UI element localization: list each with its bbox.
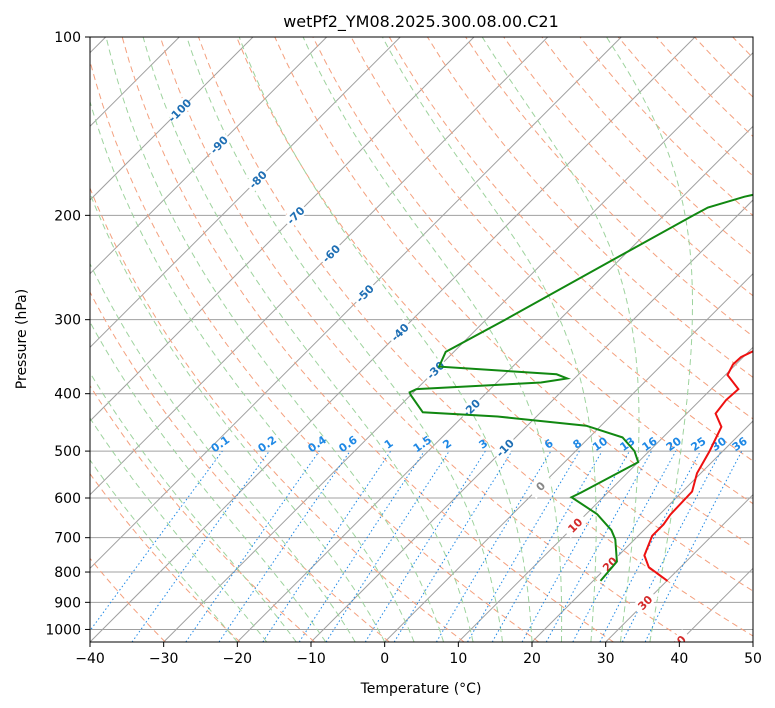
- moist-adiabat-line: [238, 37, 533, 642]
- x-tick-label: 40: [670, 651, 688, 667]
- moist-adiabat-line: [186, 37, 503, 642]
- mixing-ratio-line: [545, 450, 653, 642]
- mixing-ratio-line: [644, 450, 743, 642]
- mixing-ratio-line: [325, 450, 450, 642]
- y-tick-label: 1000: [45, 622, 81, 638]
- isotherm-label-background: [561, 511, 588, 538]
- y-tick-label: 800: [54, 565, 81, 581]
- mixing-ratio-line: [218, 450, 351, 642]
- x-tick-label: −10: [296, 651, 326, 667]
- x-tick-label: 30: [597, 651, 615, 667]
- y-tick-label: 700: [54, 531, 81, 547]
- moist-adiabat-line: [90, 321, 327, 642]
- isotherm-line: [90, 37, 549, 496]
- x-tick-label: 0: [380, 651, 389, 667]
- y-tick-label: 100: [54, 30, 81, 46]
- x-tick-label: −20: [223, 651, 253, 667]
- moist-adiabat-line: [606, 37, 693, 642]
- dry-adiabat-line: [90, 384, 316, 642]
- dry-adiabat-line: [503, 37, 753, 297]
- moist-adiabat-line: [105, 37, 445, 642]
- dry-adiabat-line: [465, 37, 753, 338]
- mixing-ratio-line: [90, 450, 223, 632]
- chart-title: wetPf2_YM08.2025.300.08.00.C21: [283, 12, 559, 32]
- isotherm-line: [90, 37, 622, 570]
- y-tick-label: 500: [54, 444, 81, 460]
- isotherm-line: [236, 125, 753, 642]
- x-tick-label: 50: [744, 651, 762, 667]
- background-lines: [90, 37, 753, 642]
- y-tick-label: 900: [54, 595, 81, 611]
- x-tick-label: 10: [449, 651, 467, 667]
- moist-adiabat-line: [90, 459, 238, 642]
- dry-adiabat-line: [159, 37, 689, 642]
- isotherm-line: [90, 37, 475, 422]
- isotherm-label-background: [205, 131, 232, 158]
- y-tick-label: 600: [54, 491, 81, 507]
- y-axis-label: Pressure (hPa): [14, 289, 30, 389]
- moist-adiabat-line: [90, 192, 386, 642]
- isotherm-line: [531, 420, 753, 642]
- dry-adiabat-line: [90, 59, 540, 642]
- moist-adiabat-line: [90, 371, 297, 642]
- profile-series: [408, 193, 753, 582]
- isotherm-line: [163, 51, 753, 642]
- dry-adiabat-line: [90, 472, 241, 642]
- isotherm-label-background: [386, 318, 413, 345]
- moist-adiabat-line: [142, 37, 474, 642]
- plot-frame: [89, 36, 754, 643]
- y-tick-label: 400: [54, 387, 81, 403]
- moist-adiabat-line: [381, 37, 597, 642]
- mixing-ratio-line: [131, 450, 270, 642]
- mixing-ratio-line: [521, 450, 630, 642]
- dry-adiabat-line: [274, 37, 753, 548]
- isotherm-line: [605, 493, 753, 642]
- mixing-ratio-line: [298, 450, 425, 642]
- y-tick-label: 300: [54, 313, 81, 329]
- isotherm-line: [90, 37, 401, 349]
- x-tick-label: 20: [523, 651, 541, 667]
- dry-adiabat-line: [121, 37, 614, 642]
- moist-adiabat-line: [302, 37, 563, 642]
- isotherm-label: 40: [669, 633, 689, 653]
- isotherm-label-background: [491, 434, 518, 461]
- dry-adiabat-line: [90, 291, 390, 642]
- isotherm-label-background: [317, 240, 344, 267]
- isotherm-line: [90, 37, 254, 201]
- x-tick-label: −40: [75, 651, 105, 667]
- isotherm-label-background: [244, 166, 271, 193]
- moist-adiabat-line: [90, 99, 415, 642]
- isotherm-label-background: [166, 96, 193, 124]
- isotherm-line: [384, 272, 753, 642]
- isotherm-line: [310, 199, 753, 642]
- mixing-ratio-line: [262, 450, 392, 642]
- mixing-ratio-line: [185, 450, 320, 642]
- isotherm-label-background: [527, 472, 554, 499]
- isotherm-label-background: [665, 629, 692, 642]
- isotherm-label-background: [422, 356, 449, 383]
- x-tick-label: −30: [149, 651, 179, 667]
- dry-adiabat-line: [350, 37, 753, 462]
- isotherm-label-background: [631, 589, 658, 616]
- isotherm-line: [457, 346, 753, 642]
- dry-adiabat-line: [312, 37, 753, 505]
- moist-adiabat-line: [90, 262, 356, 642]
- axes: −40 −30 −20 −10 0 10 20 30 40 50 100 200 300 400 500 60…: [45, 30, 762, 667]
- dry-adiabat-line: [388, 37, 753, 420]
- dry-adiabat-line: [236, 37, 753, 592]
- isotherm-label-background: [351, 280, 378, 307]
- x-axis-label: Temperature (°C): [360, 681, 482, 697]
- moist-adiabat-line: [481, 37, 640, 642]
- moist-adiabat-line: [90, 417, 268, 642]
- dry-adiabat-line: [90, 186, 465, 642]
- dry-adiabat-line: [426, 37, 753, 378]
- mixing-ratio-line: [393, 450, 513, 642]
- dewpoint-profile-line: [408, 193, 753, 582]
- isotherm-label-background: [282, 201, 309, 229]
- temperature-profile-line: [643, 350, 753, 582]
- y-tick-label: 200: [54, 208, 81, 224]
